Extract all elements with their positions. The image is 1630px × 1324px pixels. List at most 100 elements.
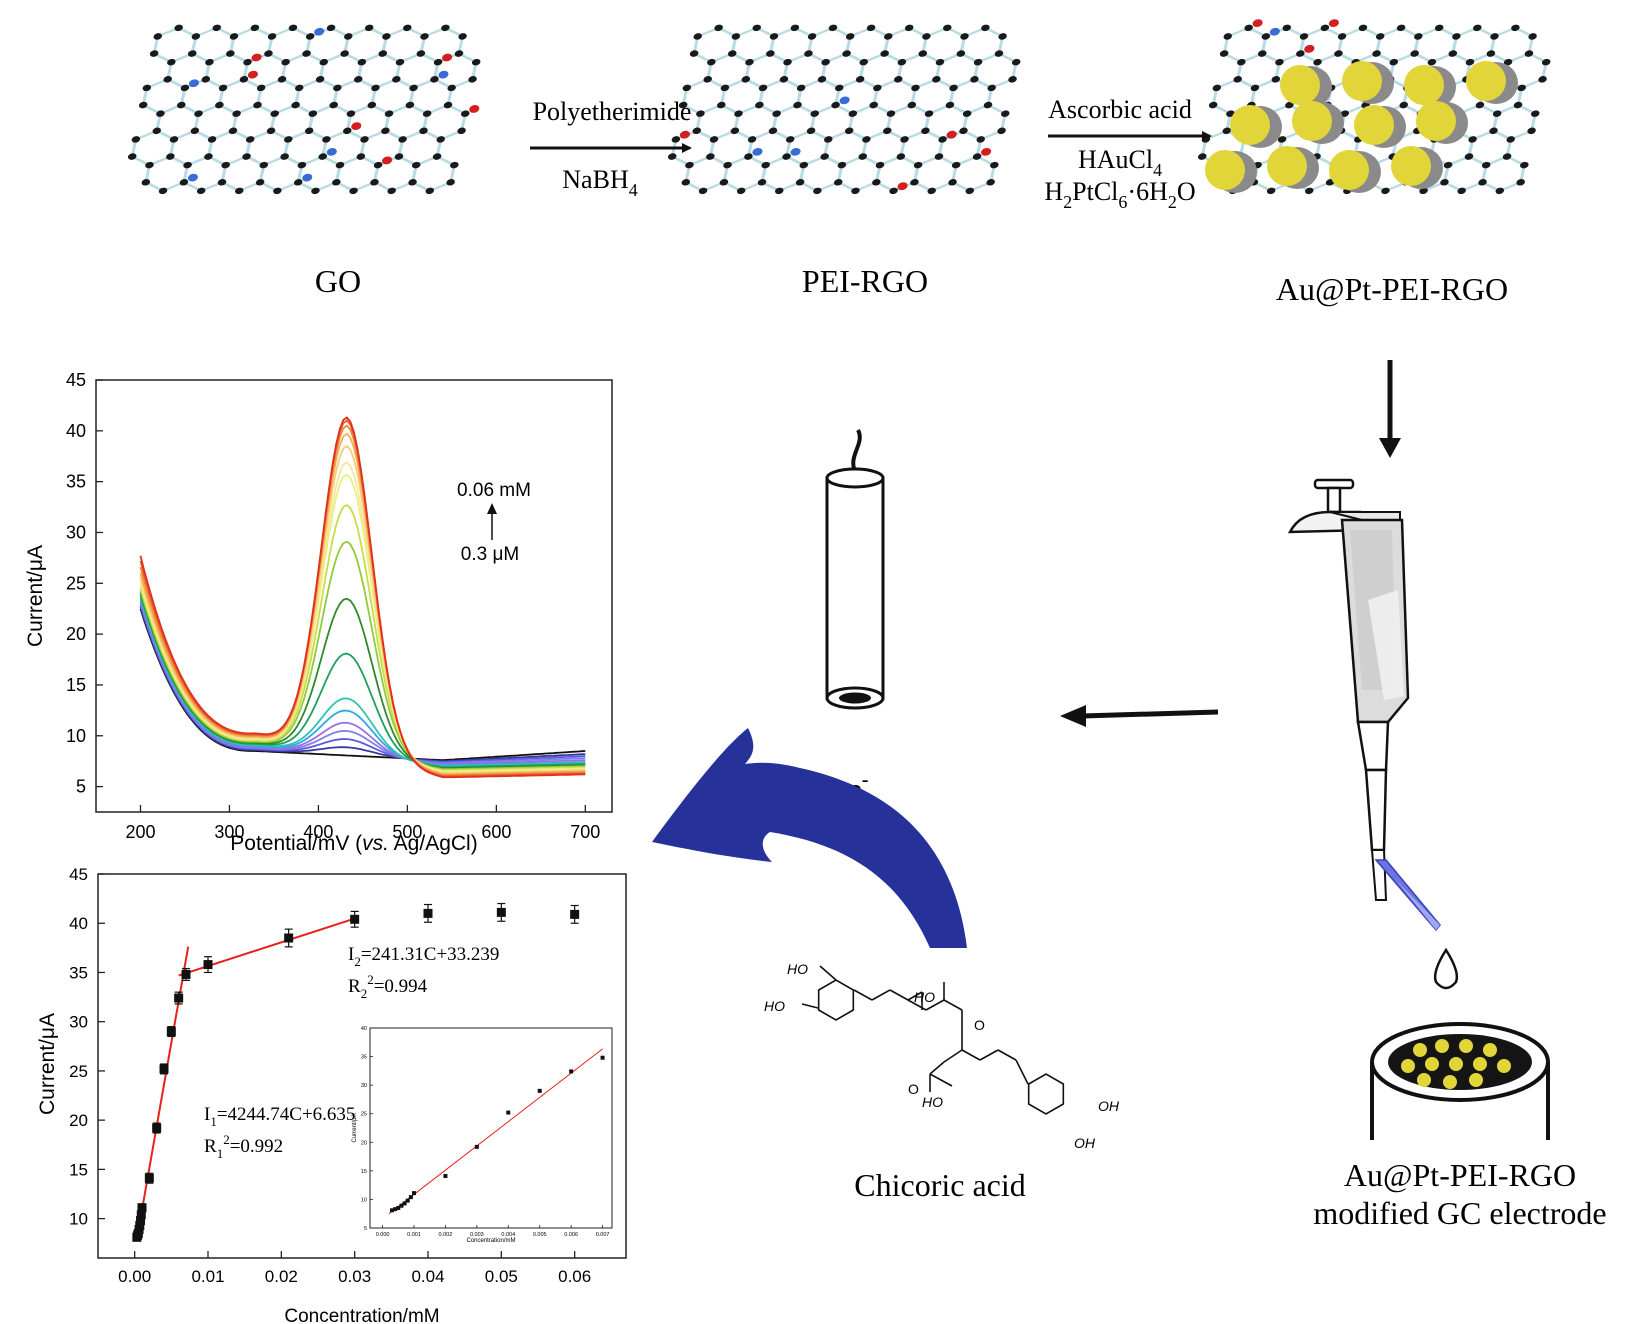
au-pt-particle	[1280, 65, 1320, 105]
carbon-atom	[1212, 84, 1222, 92]
carbon-atom	[1381, 187, 1390, 195]
go-sheet-icon	[127, 24, 481, 195]
carbon-atom	[994, 50, 1004, 57]
bond-line	[997, 1049, 1017, 1061]
graphene-hexagon	[950, 155, 996, 193]
data-point	[174, 993, 184, 1003]
graphene-hexagon	[296, 155, 342, 193]
carbon-atom	[270, 110, 279, 117]
graphene-hexagon	[912, 155, 958, 193]
carbon-atom	[409, 84, 418, 92]
carbon-atom	[976, 136, 985, 143]
carbon-atom	[921, 127, 930, 135]
bond-line	[801, 1003, 819, 1009]
carbon-atom	[1233, 76, 1242, 83]
carbon-atom	[221, 161, 230, 169]
carbon-atom	[259, 161, 269, 169]
carbon-atom	[831, 101, 840, 109]
carbon-atom	[394, 153, 404, 160]
carbon-atom	[422, 110, 432, 117]
carbon-atom	[167, 58, 176, 66]
carbon-atom	[880, 50, 889, 57]
mol-o-acid1: O	[974, 1017, 985, 1033]
reaction2-ascorbic-acid: Ascorbic acid	[1048, 95, 1192, 124]
carbon-atom	[212, 24, 222, 32]
carbon-atom	[432, 153, 442, 160]
calibration-x-tick-label: 0.06	[558, 1267, 591, 1286]
carbon-atom	[844, 127, 854, 135]
carbon-atom	[696, 110, 705, 117]
inset-data-point	[474, 1144, 479, 1149]
carbon-atom	[395, 58, 405, 66]
carbon-atom	[253, 101, 262, 109]
carbon-atom	[367, 101, 377, 109]
dpv-x-tick-label: 700	[570, 822, 600, 842]
carbon-atom	[280, 153, 289, 160]
carbon-atom	[1440, 179, 1449, 186]
bond-line	[929, 1073, 953, 1087]
carbon-atom	[685, 161, 694, 169]
carbon-atom	[297, 161, 307, 169]
bond-line	[907, 991, 923, 1001]
carbon-atom	[730, 127, 740, 135]
carbon-atom	[371, 84, 380, 92]
dpv-series-line	[139, 598, 586, 767]
carbon-atom	[302, 50, 311, 57]
carbon-atom	[131, 136, 141, 143]
dpv-y-tick-label: 15	[66, 675, 86, 695]
carbon-atom	[709, 136, 719, 143]
carbon-atom	[373, 161, 383, 169]
mol-ho-top: HO	[787, 961, 808, 977]
dpv-ylabel: Current/μA	[24, 545, 47, 647]
dpv-series-line	[139, 461, 586, 774]
carbon-atom	[169, 136, 179, 143]
fit1-line	[135, 946, 190, 1240]
inset-frame	[369, 1027, 613, 1229]
carbon-atom	[218, 84, 228, 92]
carbon-atom	[998, 33, 1007, 40]
carbon-atom	[1524, 50, 1534, 57]
carbon-atom	[277, 76, 287, 83]
carbon-atom	[1250, 84, 1260, 92]
carbon-atom	[845, 33, 855, 40]
carbon-atom	[433, 58, 443, 66]
electrode-particle	[1435, 1039, 1449, 1053]
pei-rgo-label: PEI-RGO	[802, 263, 928, 299]
graphene-hexagon	[144, 155, 190, 193]
carbon-atom	[772, 110, 781, 117]
carbon-atom	[1538, 76, 1547, 83]
inset-data-point	[393, 1207, 398, 1212]
carbon-atom	[158, 187, 168, 195]
functional-group-atom	[679, 130, 690, 139]
carbon-atom	[681, 179, 691, 186]
modified-electrode-icon	[1370, 1022, 1550, 1140]
carbon-atom	[1285, 101, 1294, 109]
data-point	[203, 960, 213, 970]
functional-group-atom	[1328, 19, 1339, 28]
left-arrow-head	[1060, 705, 1086, 727]
functional-group-atom	[247, 70, 258, 79]
carbon-atom	[1511, 24, 1520, 32]
left-arrow	[1081, 709, 1219, 719]
carbon-atom	[1475, 101, 1485, 109]
calibration-x-tick-label: 0.03	[338, 1267, 371, 1286]
carbon-atom	[250, 24, 260, 32]
dpv-series-line	[139, 594, 586, 769]
chicoric-acid-structure	[801, 965, 1065, 1115]
carbon-atom	[813, 187, 822, 195]
dpv-series-line	[139, 602, 586, 765]
au-pt-particle	[1404, 65, 1444, 105]
data-point	[152, 1123, 162, 1133]
carbon-atom	[945, 101, 955, 109]
calibration-y-tick-label: 40	[69, 914, 88, 933]
graphene-hexagon	[130, 129, 176, 167]
carbon-atom	[795, 179, 805, 186]
carbon-atom	[938, 136, 947, 143]
bond-line	[961, 1049, 981, 1061]
electrode-label-line2: modified GC electrode	[1313, 1195, 1606, 1231]
dpv-x-tick-label: 500	[392, 822, 422, 842]
graphene-hexagon	[874, 155, 920, 193]
carbon-atom	[382, 33, 391, 40]
carbon-atom	[1208, 101, 1218, 109]
functional-group-atom	[897, 182, 908, 191]
